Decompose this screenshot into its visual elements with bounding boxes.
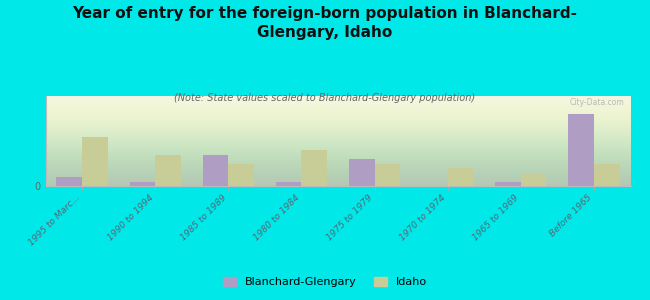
Bar [568,114,594,186]
Bar [57,177,82,186]
Bar [228,164,254,186]
Text: City-Data.com: City-Data.com [570,98,625,107]
Legend: Blanchard-Glengary, Idaho: Blanchard-Glengary, Idaho [218,272,432,291]
Bar [155,154,181,186]
Text: (Note: State values scaled to Blanchard-Glengary population): (Note: State values scaled to Blanchard-… [174,93,476,103]
Bar [82,136,108,186]
Text: Year of entry for the foreign-born population in Blanchard-
Glengary, Idaho: Year of entry for the foreign-born popul… [73,6,577,40]
Bar [276,182,302,186]
Bar [521,172,547,186]
Bar [129,182,155,186]
Bar [302,150,327,186]
Bar [495,182,521,186]
Bar [594,164,619,186]
Bar [203,154,228,186]
Bar [349,159,374,186]
Bar [374,164,400,186]
Bar [448,168,473,186]
